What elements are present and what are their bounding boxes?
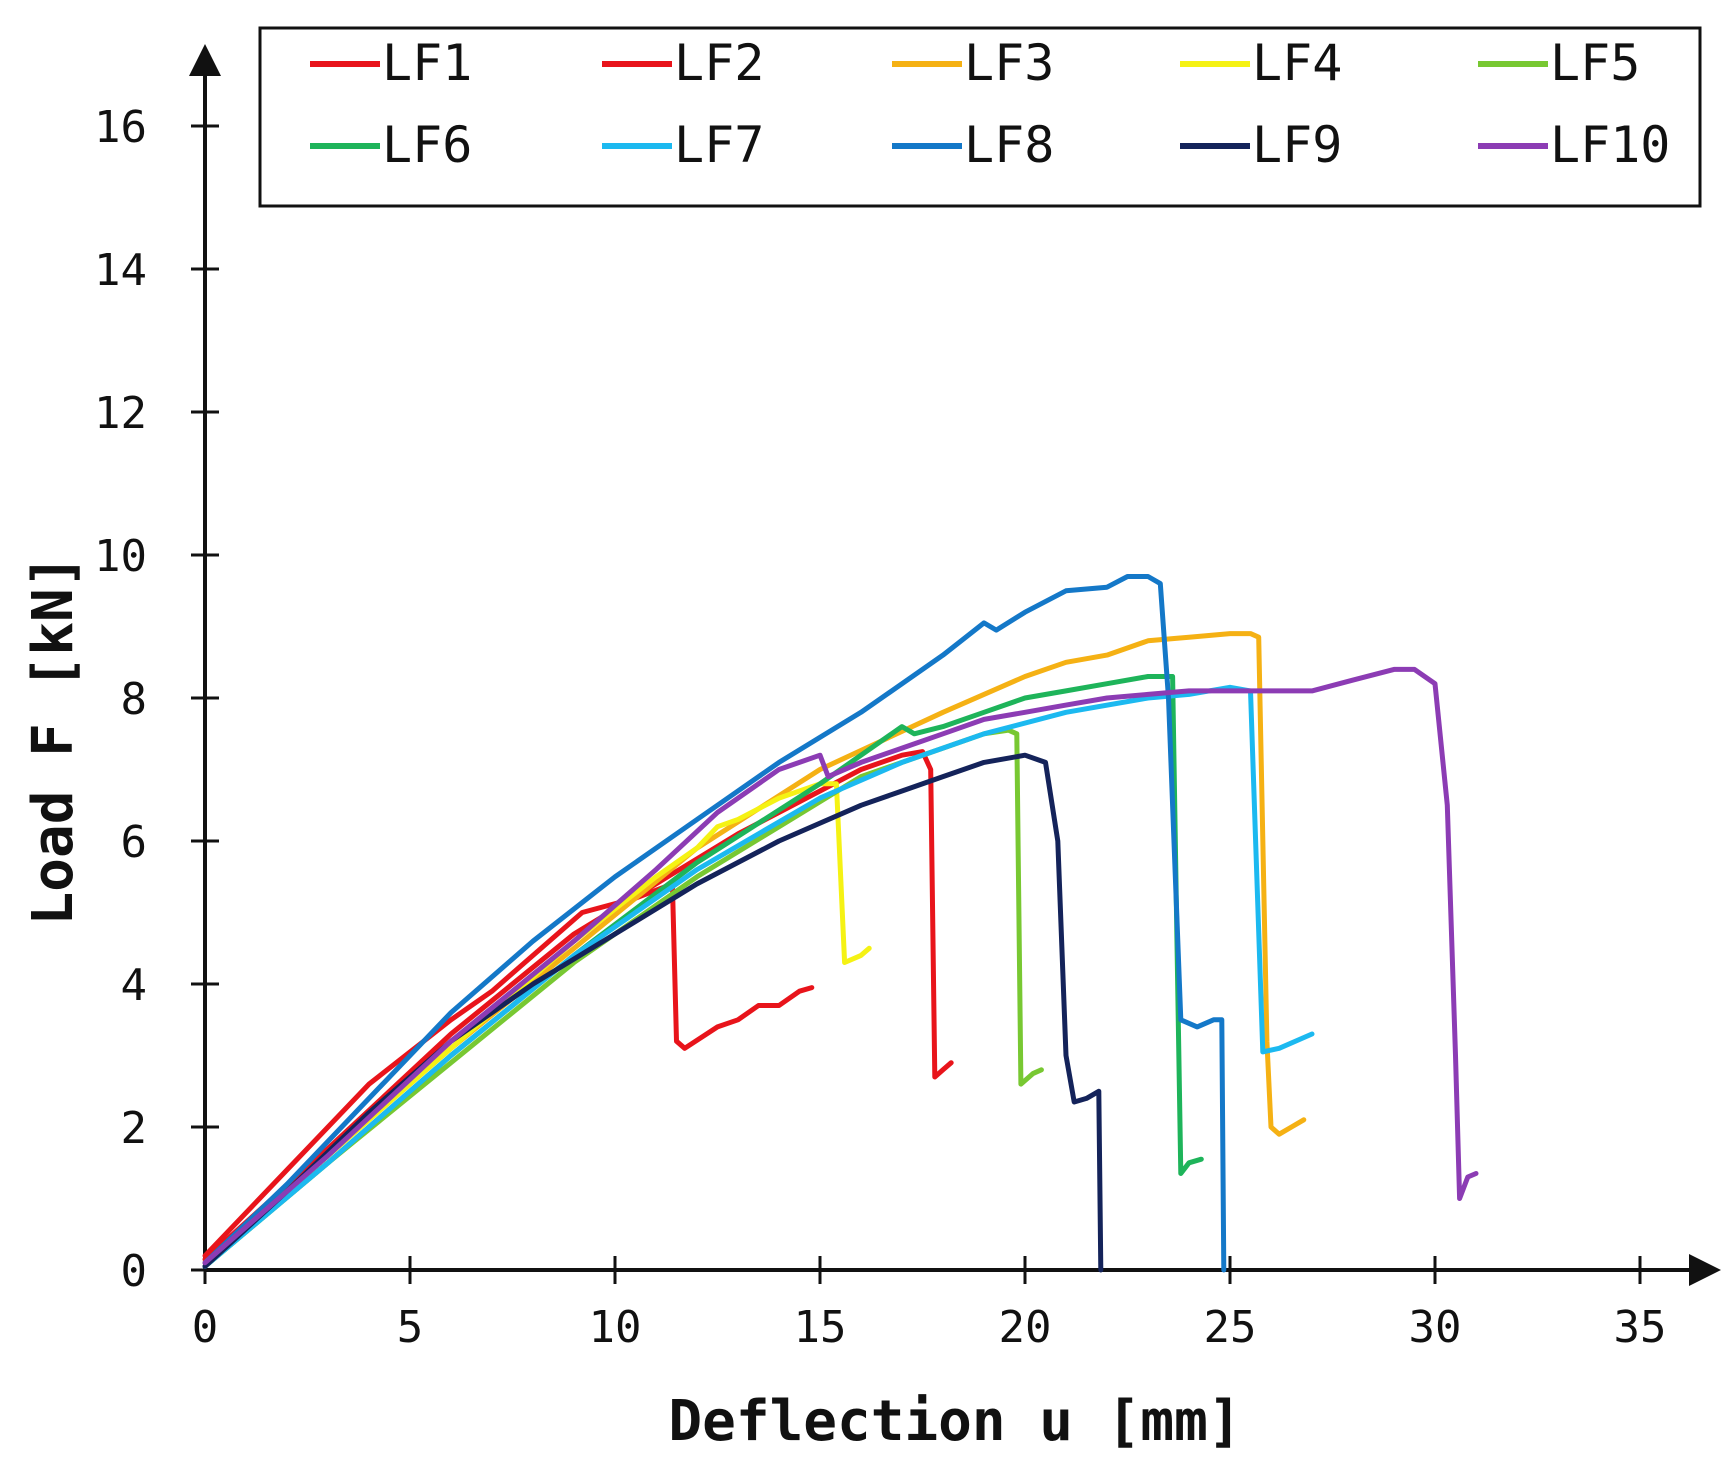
x-tick-label: 35 [1614,1302,1667,1353]
legend-label-lf8: LF8 [964,116,1054,174]
x-tick-label: 30 [1409,1302,1462,1353]
legend-label-lf5: LF5 [1550,34,1640,92]
y-tick-label: 16 [94,102,147,153]
series-line-lf7 [202,684,1315,1269]
y-ticks: 0 2 4 6 8 10 12 14 16 [94,102,219,1297]
legend-label-lf10: LF10 [1550,116,1670,174]
legend-label-lf9: LF9 [1252,116,1342,174]
series-line-lf2 [202,749,954,1262]
y-tick-label: 8 [121,674,148,725]
legend-label-lf1: LF1 [382,34,472,92]
legend-box [258,26,1702,208]
y-tick-label: 2 [121,1103,148,1154]
y-axis-title: Load F [kN] [21,555,86,926]
series-line-lf4 [202,781,872,1266]
axes [189,44,1721,1286]
series-line-lf10 [202,666,1479,1266]
series-line-lf3 [202,631,1307,1266]
x-tick-label: 25 [1204,1302,1257,1353]
legend: LF1 LF2 LF3 LF4 LF5 LF6 LF7 LF8 LF9 LF10 [258,26,1702,208]
y-tick-label: 6 [121,817,148,868]
x-tick-label: 20 [999,1302,1052,1353]
series-line-lf8 [202,574,1227,1273]
x-tick-label: 15 [794,1302,847,1353]
x-axis-title: Deflection u [mm] [668,1389,1241,1454]
x-tick-label: 0 [192,1302,219,1353]
x-ticks: 0 5 10 15 20 25 30 35 [192,1256,1667,1353]
series-line-lf1 [202,881,815,1259]
legend-label-lf6: LF6 [382,116,472,174]
y-tick-label: 0 [121,1246,148,1297]
legend-label-lf4: LF4 [1252,34,1342,92]
series-group [202,574,1479,1273]
series-line-lf5 [202,727,1044,1269]
legend-label-lf2: LF2 [674,34,764,92]
legend-label-lf3: LF3 [964,34,1054,92]
legend-label-lf7: LF7 [674,116,764,174]
x-tick-label: 10 [589,1302,642,1353]
y-tick-label: 4 [121,960,148,1011]
y-tick-label: 10 [94,531,147,582]
series-line-lf6 [202,674,1204,1269]
y-tick-label: 12 [94,388,147,439]
x-tick-label: 5 [397,1302,424,1353]
series-line-lf9 [202,752,1104,1273]
y-tick-label: 14 [94,245,147,296]
